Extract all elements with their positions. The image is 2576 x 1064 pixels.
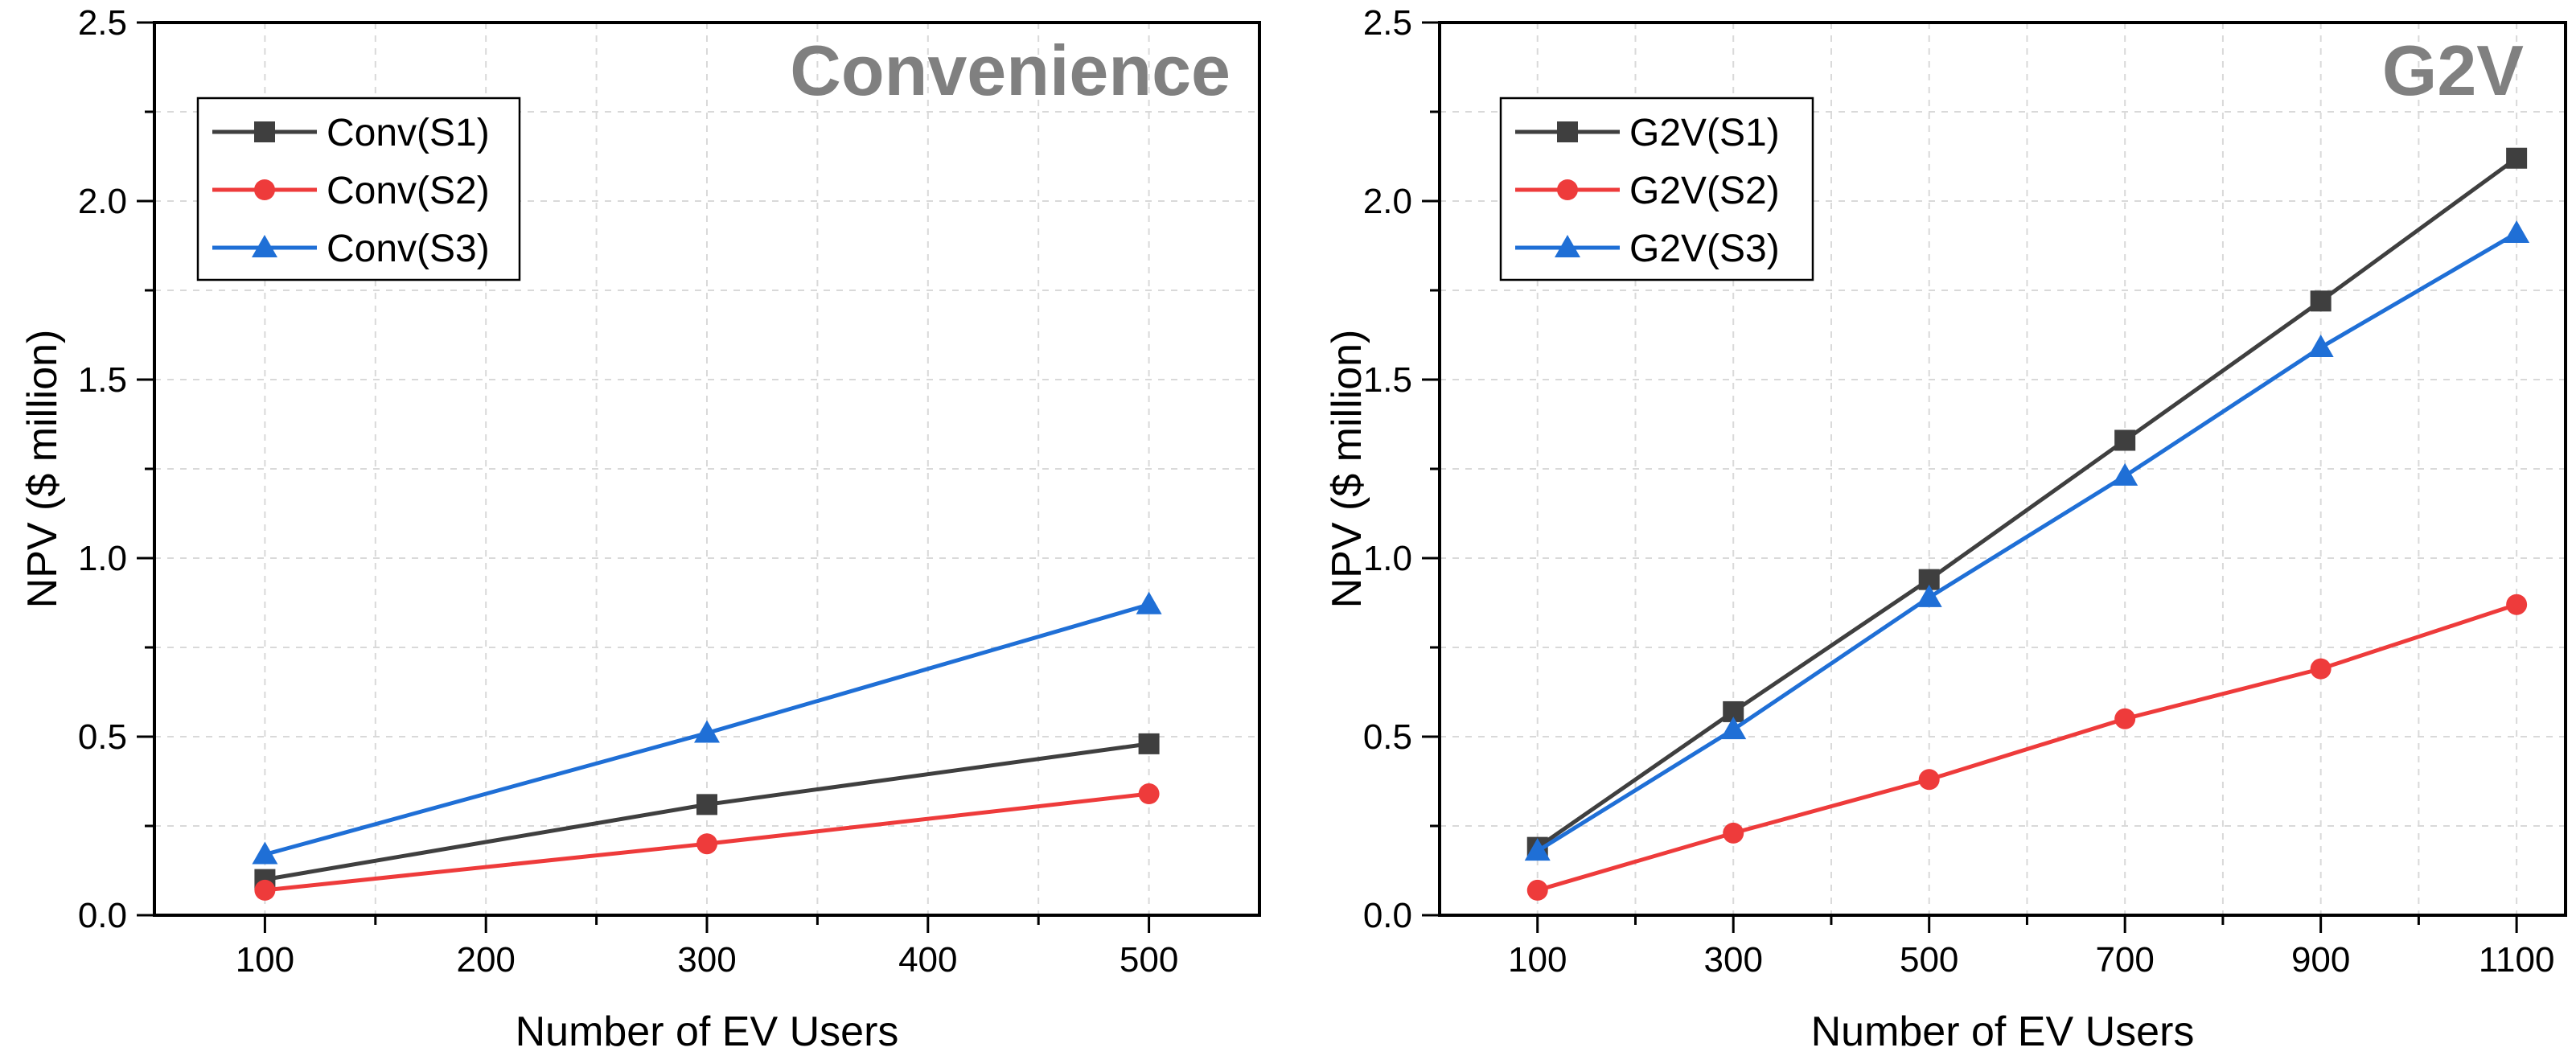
- x-tick-label: 900: [2291, 940, 2350, 980]
- y-tick-label: 0.5: [1363, 717, 1412, 757]
- y-tick-label: 1.5: [78, 360, 127, 400]
- data-point: [1720, 717, 1747, 740]
- data-point: [2506, 594, 2528, 615]
- x-tick-label: 1100: [2479, 940, 2555, 980]
- chart-panel-g2v: 100 300 500 700 900 1100 0.0 0.5 1.0 1.5 2.0 2.5 Num…: [1324, 3, 2567, 1055]
- legend-label: Conv(S2): [327, 170, 490, 212]
- series-3: [1524, 220, 2530, 861]
- x-tick-label: 200: [456, 940, 515, 980]
- legend-marker: [254, 179, 275, 200]
- series-line: [1536, 231, 2518, 853]
- y-tick-label: 2.0: [1363, 182, 1412, 221]
- series-3: [252, 591, 1162, 865]
- x-tick-label: 700: [2095, 940, 2154, 980]
- y-tick-label: 2.5: [1363, 3, 1412, 43]
- legend-label: G2V(S2): [1629, 170, 1780, 212]
- data-point: [2504, 220, 2530, 243]
- data-point: [1916, 584, 1942, 607]
- legend-label: G2V(S1): [1629, 112, 1780, 154]
- series-line: [1537, 602, 2517, 893]
- legend-marker: [254, 121, 275, 142]
- y-tick-label: 2.5: [78, 3, 127, 43]
- legend-marker: [1555, 235, 1580, 257]
- data-point: [1723, 822, 1744, 844]
- data-point: [2114, 429, 2136, 451]
- y-tick-label: 0.0: [78, 896, 127, 935]
- x-tick-label: 400: [898, 940, 957, 980]
- series-1: [1526, 147, 2528, 858]
- data-point: [2112, 462, 2138, 486]
- legend-label: G2V(S3): [1629, 228, 1780, 270]
- data-point: [1138, 733, 1160, 754]
- x-axis-title: Number of EV Users: [516, 1009, 899, 1055]
- series-2: [1526, 594, 2528, 901]
- data-point: [1136, 591, 1162, 614]
- x-tick-label: 500: [1120, 940, 1178, 980]
- x-tick-label: 100: [1508, 940, 1567, 980]
- data-point: [1918, 769, 1940, 791]
- legend-marker: [1557, 179, 1578, 200]
- x-tick-label: 300: [1704, 940, 1763, 980]
- legend-marker: [252, 235, 277, 257]
- y-axis-title: NPV ($ million): [19, 330, 66, 609]
- data-point: [2310, 658, 2332, 680]
- data-point: [2506, 147, 2528, 169]
- x-axis-title: Number of EV Users: [1811, 1009, 2195, 1055]
- panel-title: G2V: [2382, 31, 2524, 110]
- data-point: [696, 794, 717, 815]
- y-tick-label: 0.5: [78, 717, 127, 757]
- y-tick-label: 1.0: [78, 539, 127, 578]
- data-point: [696, 833, 717, 855]
- data-point: [1526, 879, 1548, 901]
- data-point: [252, 841, 278, 865]
- data-point: [1524, 838, 1551, 861]
- chart-panel-convenience: 100 200 300 400 500 0.0 0.5 1.0 1.5 2.0 2.5 Number …: [19, 3, 1261, 1055]
- y-tick-label: 2.0: [78, 182, 127, 221]
- y-axis-title: NPV ($ million): [1324, 330, 1370, 609]
- data-point: [254, 879, 276, 901]
- data-point: [1138, 783, 1160, 805]
- legend-marker: [1557, 121, 1578, 142]
- data-point: [2310, 290, 2332, 312]
- data-point: [2114, 708, 2136, 729]
- y-tick-label: 1.5: [1363, 360, 1412, 400]
- x-tick-label: 300: [677, 940, 736, 980]
- x-tick-label: 500: [1900, 940, 1958, 980]
- legend-label: Conv(S3): [327, 228, 490, 270]
- legend-label: Conv(S1): [327, 112, 490, 154]
- x-tick-label: 100: [236, 940, 294, 980]
- y-tick-label: 0.0: [1363, 896, 1412, 935]
- legend: G2V(S1) G2V(S2) G2V(S3): [1499, 97, 1814, 281]
- series-line: [1536, 156, 2518, 849]
- panel-title: Convenience: [790, 31, 1230, 110]
- y-tick-label: 1.0: [1363, 539, 1412, 578]
- series-2: [254, 783, 1160, 901]
- data-point: [694, 720, 720, 743]
- data-point: [2307, 335, 2334, 358]
- legend: Conv(S1) Conv(S2) Conv(S3): [196, 97, 521, 281]
